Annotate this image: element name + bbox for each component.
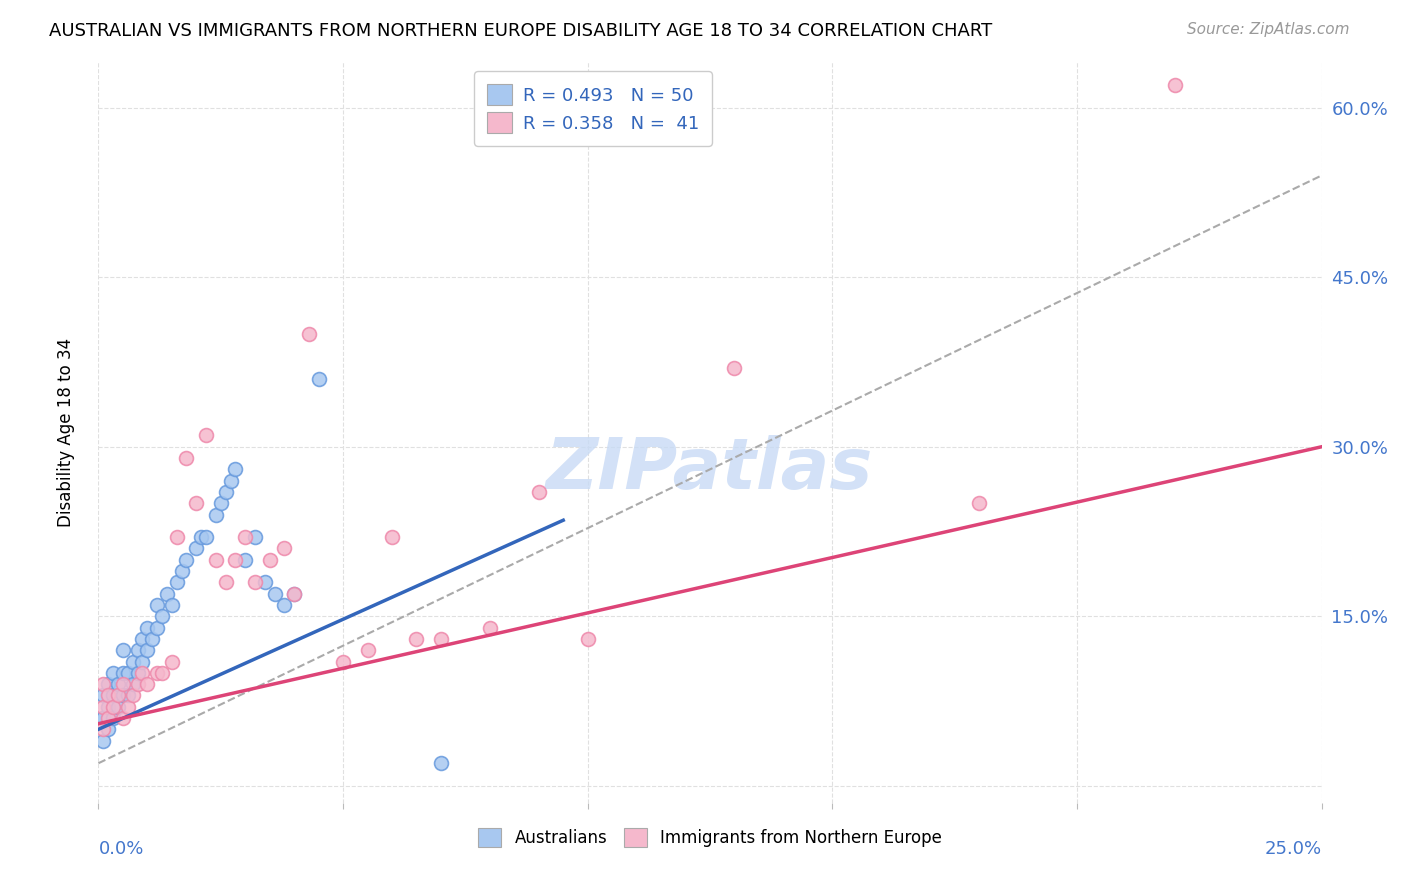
Y-axis label: Disability Age 18 to 34: Disability Age 18 to 34 — [56, 338, 75, 527]
Point — [136, 621, 159, 635]
Text: Source: ZipAtlas.com: Source: ZipAtlas.com — [1187, 22, 1350, 37]
Point — [243, 530, 266, 544]
Point — [91, 689, 114, 703]
Point — [186, 496, 208, 510]
Point — [263, 587, 285, 601]
Point — [91, 699, 114, 714]
Point — [259, 553, 281, 567]
Point — [97, 711, 120, 725]
Point — [243, 575, 266, 590]
Point — [127, 643, 149, 657]
Text: ZIPatlas: ZIPatlas — [547, 435, 873, 504]
Point — [576, 632, 599, 646]
Point — [209, 496, 232, 510]
Point — [121, 677, 143, 691]
Point — [176, 553, 198, 567]
Point — [117, 699, 139, 714]
Point — [430, 756, 453, 771]
Point — [136, 643, 159, 657]
Point — [91, 711, 114, 725]
Point — [224, 553, 246, 567]
Point — [723, 360, 745, 375]
Point — [253, 575, 276, 590]
Point — [91, 723, 114, 737]
Point — [405, 632, 427, 646]
Point — [214, 485, 236, 500]
Legend: Australians, Immigrants from Northern Europe: Australians, Immigrants from Northern Eu… — [471, 822, 949, 854]
Point — [107, 677, 129, 691]
Point — [101, 689, 124, 703]
Point — [127, 677, 149, 691]
Point — [356, 643, 378, 657]
Point — [146, 621, 169, 635]
Point — [170, 564, 193, 578]
Point — [91, 711, 114, 725]
Point — [121, 689, 143, 703]
Point — [141, 632, 163, 646]
Point — [97, 689, 120, 703]
Point — [233, 530, 256, 544]
Point — [97, 699, 120, 714]
Text: AUSTRALIAN VS IMMIGRANTS FROM NORTHERN EUROPE DISABILITY AGE 18 TO 34 CORRELATIO: AUSTRALIAN VS IMMIGRANTS FROM NORTHERN E… — [49, 22, 993, 40]
Point — [430, 632, 453, 646]
Point — [219, 474, 242, 488]
Point — [381, 530, 404, 544]
Point — [150, 609, 173, 624]
Point — [156, 587, 179, 601]
Point — [131, 655, 153, 669]
Point — [273, 598, 295, 612]
Point — [146, 665, 169, 680]
Point — [97, 677, 120, 691]
Point — [101, 699, 124, 714]
Point — [195, 530, 218, 544]
Point — [111, 665, 134, 680]
Text: 25.0%: 25.0% — [1264, 840, 1322, 858]
Point — [111, 677, 134, 691]
Point — [131, 632, 153, 646]
Point — [97, 723, 120, 737]
Point — [91, 733, 114, 747]
Point — [107, 689, 129, 703]
Point — [101, 665, 124, 680]
Point — [205, 508, 228, 522]
Point — [478, 621, 501, 635]
Point — [166, 530, 188, 544]
Point — [273, 541, 295, 556]
Point — [107, 699, 129, 714]
Text: 0.0%: 0.0% — [98, 840, 143, 858]
Point — [967, 496, 990, 510]
Point — [150, 665, 173, 680]
Point — [176, 451, 198, 466]
Point — [233, 553, 256, 567]
Point — [91, 677, 114, 691]
Point — [111, 711, 134, 725]
Point — [117, 665, 139, 680]
Point — [298, 326, 321, 341]
Point — [332, 655, 354, 669]
Point — [283, 587, 305, 601]
Point — [224, 462, 246, 476]
Point — [111, 689, 134, 703]
Point — [121, 655, 143, 669]
Point — [101, 711, 124, 725]
Point — [131, 665, 153, 680]
Point — [160, 598, 183, 612]
Point — [190, 530, 212, 544]
Point — [283, 587, 305, 601]
Point — [308, 372, 330, 386]
Point — [527, 485, 550, 500]
Point — [117, 689, 139, 703]
Point — [146, 598, 169, 612]
Point — [136, 677, 159, 691]
Point — [214, 575, 236, 590]
Point — [127, 665, 149, 680]
Point — [205, 553, 228, 567]
Point — [111, 643, 134, 657]
Point — [160, 655, 183, 669]
Point — [1164, 78, 1187, 92]
Point — [186, 541, 208, 556]
Point — [166, 575, 188, 590]
Point — [195, 428, 218, 442]
